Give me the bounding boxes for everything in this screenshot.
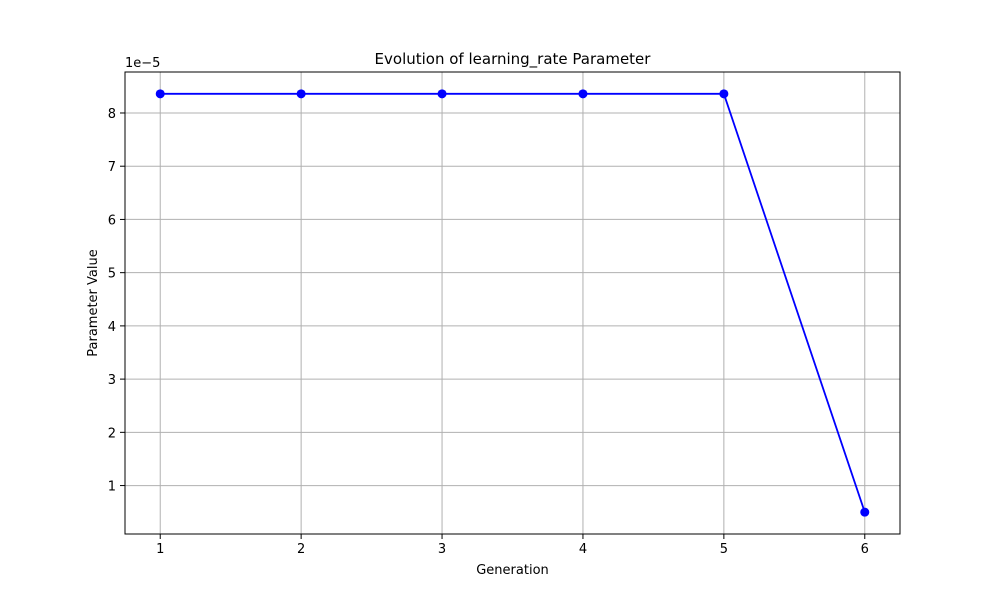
x-tick-label: 6 [861,542,869,557]
x-tick-label: 3 [438,542,446,557]
data-point-marker [437,89,447,99]
y-tick-label: 3 [108,373,116,388]
y-tick-label: 4 [108,320,116,335]
y-tick-label: 5 [108,267,116,282]
y-tick-label: 7 [108,160,116,175]
data-point-marker [578,89,588,99]
x-tick-label: 4 [579,542,587,557]
data-point-marker [155,89,165,99]
x-axis-label: Generation [476,563,549,578]
axis-ticks: 1 2 3 4 5 6 1 2 3 4 5 6 7 8 [108,107,869,557]
x-tick-label: 2 [297,542,305,557]
x-tick-label: 1 [156,542,164,557]
y-axis-label: Parameter Value [86,249,101,356]
x-tick-label: 5 [720,542,728,557]
series-line [160,92,866,513]
data-point-marker [719,89,729,99]
plot-area-frame [124,71,901,535]
y-tick-label: 8 [108,107,116,122]
y-axis-offset-label: 1e−5 [125,56,160,71]
y-tick-label: 1 [108,480,116,495]
y-tick-label: 2 [108,426,116,441]
grid-lines [125,72,900,534]
chart-title: Evolution of learning_rate Parameter [375,50,652,69]
data-series [155,89,870,517]
y-tick-label: 6 [108,213,116,228]
data-point-marker [296,89,306,99]
data-point-marker [860,507,870,517]
